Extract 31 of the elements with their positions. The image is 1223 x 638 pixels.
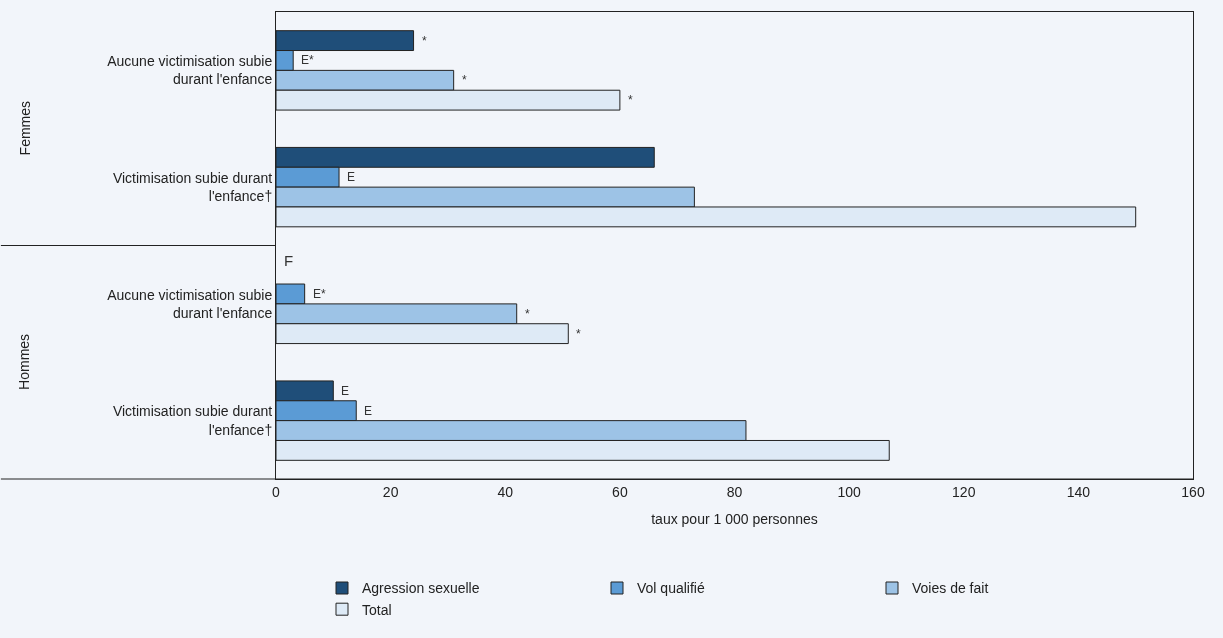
x-tick-label: 60 (612, 483, 628, 500)
legend-label: Voies de fait (912, 580, 989, 597)
text: Hommes (16, 333, 33, 390)
y-tick-label: Victimisation subie durant l'enfance† (112, 169, 273, 205)
data-label: * (525, 307, 530, 321)
x-tick-label: 120 (952, 483, 976, 500)
data-label: * (576, 327, 581, 341)
x-tick-label: 100 (837, 483, 862, 500)
y-tick-label: Victimisation subie durant l'enfance† (112, 403, 273, 438)
x-tick-label: 40 (497, 483, 514, 500)
x-tick-label: 20 (382, 483, 399, 500)
x-tick-label: 0 (272, 483, 281, 500)
data-label: E* (301, 53, 314, 67)
legend-label: Total (362, 601, 392, 618)
data-label: E (364, 404, 373, 418)
x-axis-title: taux pour 1 000 personnes (651, 511, 818, 528)
data-label: * (628, 93, 633, 107)
text: F (284, 252, 294, 269)
data-label: E* (313, 287, 326, 301)
y-tick-label: Aucune victimisation subie durant l'enfance (107, 286, 273, 321)
x-tick-label: 80 (726, 483, 743, 500)
y-tick-label: Aucune victimisation subie durant l'enfance (107, 53, 273, 88)
legend-label: Vol qualifié (637, 580, 705, 597)
x-tick-label: 160 (1181, 483, 1205, 500)
data-label: * (462, 73, 467, 87)
text: Femmes (16, 100, 33, 156)
legend-label: Agression sexuelle (362, 580, 480, 597)
data-label: E (347, 170, 356, 184)
data-label: E (341, 384, 350, 398)
data-label: * (422, 34, 427, 48)
x-tick-label: 140 (1066, 483, 1091, 500)
